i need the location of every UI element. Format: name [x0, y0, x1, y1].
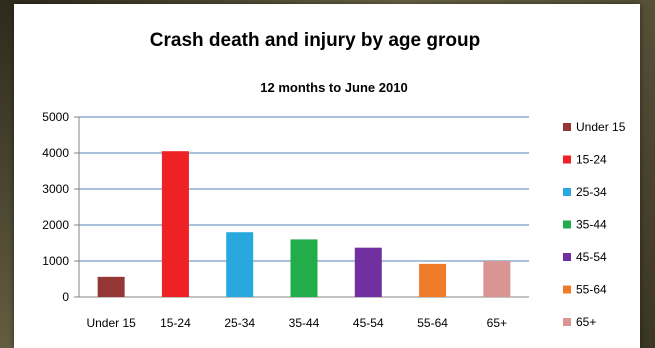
bar-under-15: [97, 276, 125, 297]
x-tick-label: 25-34: [224, 316, 255, 330]
legend-swatch: [563, 220, 571, 229]
legend-swatch: [563, 123, 571, 131]
legend-label: 55-64: [576, 283, 607, 297]
x-tick-label: 55-64: [417, 316, 448, 330]
x-tick-label: 45-54: [353, 316, 384, 330]
x-tick-label: 35-44: [289, 316, 320, 330]
bar-chart: Crash death and injury by age group 12 m…: [42, 30, 626, 330]
legend-label: 35-44: [576, 218, 607, 232]
x-tick-label: 15-24: [160, 316, 191, 330]
legend-label: 15-24: [576, 153, 607, 167]
y-tick-label: 2000: [42, 218, 69, 232]
y-tick-label: 1000: [42, 254, 69, 268]
y-tick-label: 5000: [42, 110, 69, 124]
legend-label: Under 15: [576, 120, 626, 134]
chart-title: Crash death and injury by age group: [150, 30, 480, 51]
x-tick-label: Under 15: [86, 316, 136, 330]
bar-55-64: [419, 263, 447, 297]
y-tick-label: 4000: [42, 146, 69, 160]
bar-65-: [483, 261, 511, 297]
y-tick-label: 3000: [42, 182, 69, 196]
x-tick-label: 65+: [487, 316, 507, 330]
chart-card: Crash death and injury by age group 12 m…: [14, 4, 640, 348]
bar-45-54: [354, 247, 382, 297]
y-tick-label: 0: [62, 290, 69, 304]
legend-swatch: [563, 285, 571, 294]
legend-swatch: [563, 188, 571, 196]
legend-label: 65+: [576, 315, 596, 329]
bar-15-24: [161, 151, 189, 297]
bar-35-44: [290, 239, 318, 297]
chart-subtitle: 12 months to June 2010: [260, 80, 407, 95]
legend-swatch: [563, 253, 571, 261]
legend-label: 25-34: [576, 185, 607, 199]
bar-25-34: [226, 232, 254, 297]
legend-swatch: [563, 155, 571, 164]
legend-label: 45-54: [576, 250, 607, 264]
legend-swatch: [563, 318, 571, 326]
